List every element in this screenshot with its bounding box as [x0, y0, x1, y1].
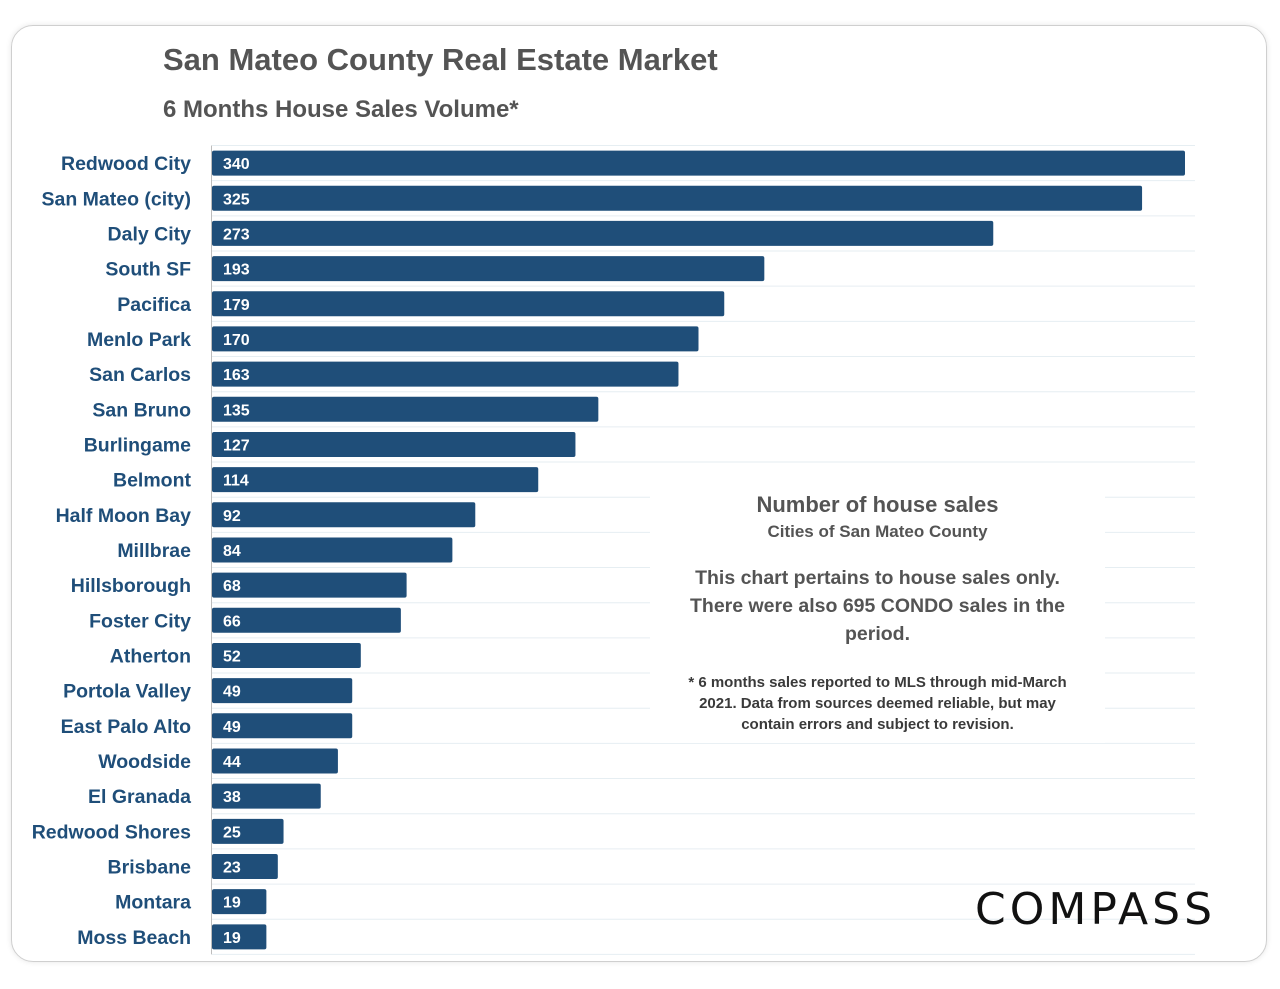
bar-value-label: 170 — [223, 332, 250, 349]
category-label: Burlingame — [84, 434, 191, 456]
category-label: Menlo Park — [87, 329, 191, 351]
annotation-heading: Number of house sales — [756, 492, 999, 517]
annotation-paragraph: This chart pertains to house sales only.… — [690, 567, 1065, 645]
category-label: El Granada — [88, 786, 191, 808]
annotation-box: Number of house sales Cities of San Mate… — [650, 488, 1105, 743]
category-label: Atherton — [110, 645, 191, 667]
category-label: Pacifica — [117, 294, 191, 316]
category-label: Hillsborough — [71, 575, 191, 597]
bar-value-label: 38 — [223, 789, 241, 806]
bar — [212, 326, 699, 352]
bar-value-label: 114 — [223, 473, 249, 490]
bar-value-label: 127 — [223, 437, 250, 454]
bar-value-label: 19 — [223, 930, 241, 947]
bar — [212, 607, 401, 633]
bar-value-label: 49 — [223, 719, 241, 736]
bar — [212, 502, 476, 528]
category-label: San Mateo (city) — [41, 188, 191, 210]
bar-value-label: 68 — [223, 578, 241, 595]
bar-value-label: 92 — [223, 508, 241, 525]
bar-value-label: 25 — [223, 824, 241, 841]
chart-title: San Mateo County Real Estate Market — [163, 42, 718, 77]
bar-value-label: 44 — [223, 754, 241, 771]
category-label: Millbrae — [117, 540, 191, 562]
category-label: San Carlos — [89, 364, 191, 386]
bar — [212, 396, 599, 422]
category-label: Brisbane — [108, 856, 192, 878]
category-label: Foster City — [89, 610, 191, 632]
bar — [212, 572, 407, 598]
bar-value-label: 325 — [223, 191, 250, 208]
bar-value-label: 52 — [223, 648, 241, 665]
bar-value-label: 23 — [223, 859, 241, 876]
category-label: East Palo Alto — [61, 716, 191, 738]
bar — [212, 361, 679, 387]
annotation-subheading: Cities of San Mateo County — [767, 522, 988, 541]
bar — [212, 748, 338, 774]
category-label: Belmont — [113, 470, 192, 492]
category-label: Moss Beach — [77, 927, 191, 949]
bar-value-label: 135 — [223, 402, 250, 419]
bar-value-label: 273 — [223, 226, 250, 243]
annotation-footnote: * 6 months sales reported to MLS through… — [688, 674, 1067, 733]
bar — [212, 431, 576, 457]
category-label: San Bruno — [92, 399, 191, 421]
category-label: Woodside — [98, 751, 191, 773]
category-label: South SF — [105, 259, 191, 281]
bar — [212, 642, 361, 668]
bar — [212, 467, 539, 493]
bar — [212, 150, 1185, 176]
bar-value-label: 179 — [223, 297, 250, 314]
bar-value-label: 19 — [223, 895, 241, 912]
bar — [212, 291, 725, 317]
chart-frame — [11, 25, 1267, 962]
bar-value-label: 163 — [223, 367, 250, 384]
bar-value-label: 84 — [223, 543, 241, 560]
bar-value-label: 193 — [223, 262, 250, 279]
bar — [212, 783, 321, 809]
category-label: Redwood Shores — [32, 821, 191, 843]
bar — [212, 853, 278, 879]
bar — [212, 889, 267, 915]
bar — [212, 713, 353, 739]
category-label: Daly City — [108, 223, 192, 245]
bar — [212, 185, 1143, 211]
chart-subtitle: 6 Months House Sales Volume* — [163, 96, 519, 123]
category-label: Portola Valley — [63, 681, 191, 703]
category-label: Montara — [115, 892, 191, 914]
bar — [212, 220, 994, 246]
bar — [212, 818, 284, 844]
bar-value-label: 49 — [223, 684, 241, 701]
bar-value-label: 66 — [223, 613, 241, 630]
bar — [212, 678, 353, 704]
bar-value-label: 340 — [223, 156, 250, 173]
bar — [212, 537, 453, 563]
bar — [212, 924, 267, 950]
category-label: Redwood City — [61, 153, 191, 175]
category-label: Half Moon Bay — [56, 505, 192, 527]
bar — [212, 256, 765, 282]
compass-logo: COMPASS — [975, 884, 1216, 935]
